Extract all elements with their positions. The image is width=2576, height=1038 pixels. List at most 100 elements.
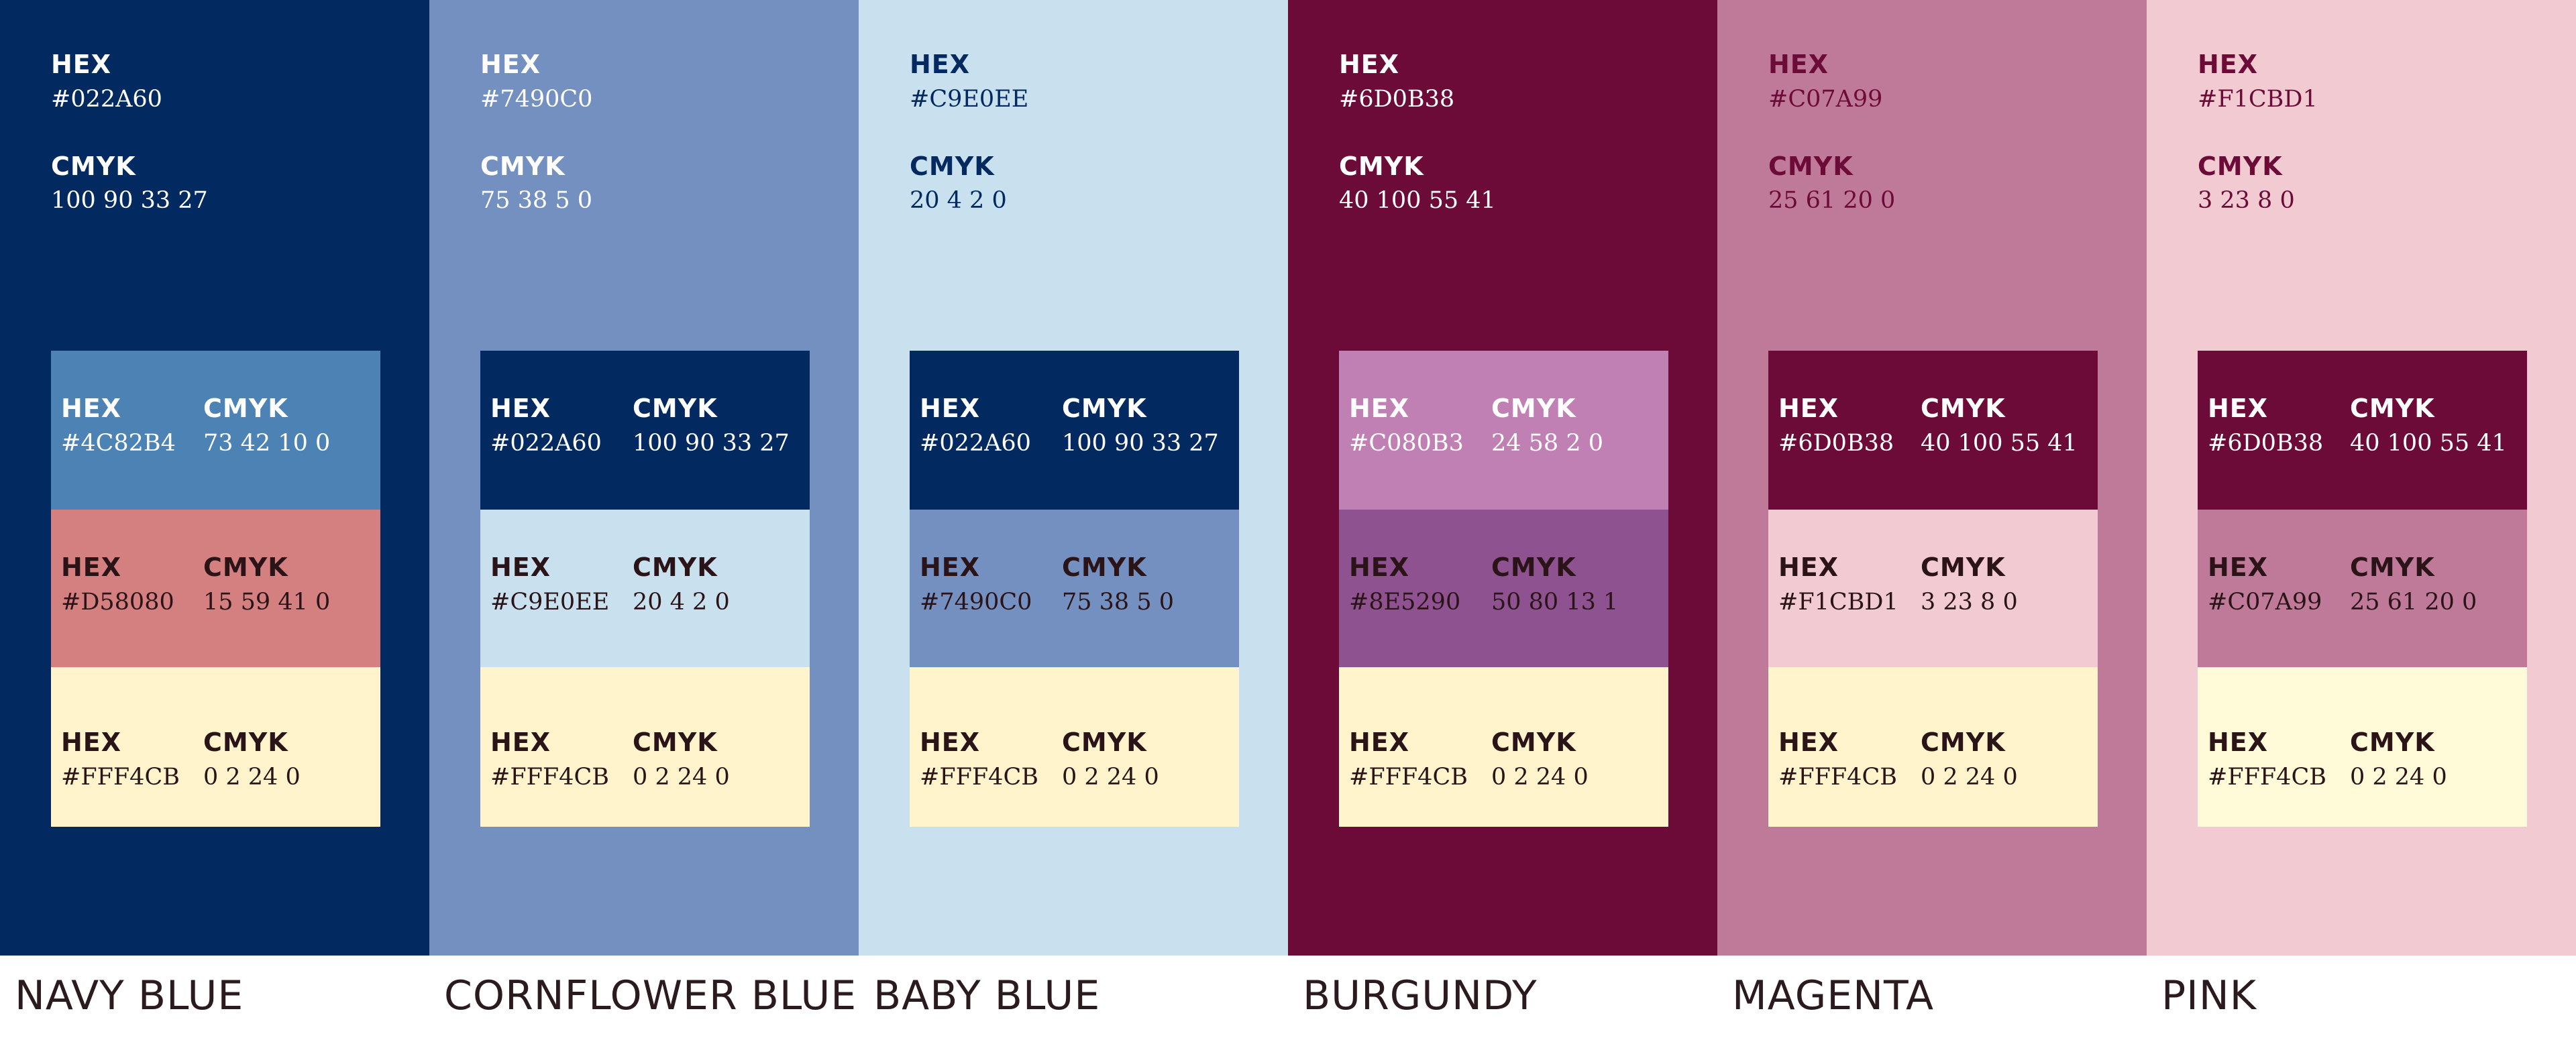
swatch-cmyk-label: CMYK: [203, 394, 288, 423]
swatch-hex-label: HEX: [920, 394, 981, 423]
swatch-hex-label: HEX: [1349, 553, 1410, 582]
swatch: HEX CMYK #FFF4CB 0 2 24 0: [1768, 667, 2098, 827]
swatch: HEX CMYK #C080B3 24 58 2 0: [1339, 351, 1668, 510]
hex-label: HEX: [1768, 50, 1829, 79]
swatch-card: HEX CMYK #022A60 100 90 33 27 HEX CMYK #…: [480, 351, 810, 827]
swatch-hex-value: #FFF4CB: [490, 764, 609, 791]
swatch-card: HEX CMYK #022A60 100 90 33 27 HEX CMYK #…: [910, 351, 1239, 827]
swatch-hex-value: #8E5290: [1349, 589, 1461, 616]
swatch-cmyk-value: 100 90 33 27: [633, 430, 790, 457]
color-name: MAGENTA: [1732, 972, 1935, 1019]
swatch-cmyk-value: 0 2 24 0: [1921, 764, 2018, 791]
swatch-hex-label: HEX: [1778, 728, 1839, 757]
hex-label: HEX: [480, 50, 541, 79]
hex-value: #6D0B38: [1339, 86, 1455, 113]
cmyk-label: CMYK: [480, 152, 566, 181]
swatch-cmyk-value: 50 80 13 1: [1491, 589, 1619, 616]
hex-value: #7490C0: [480, 86, 593, 113]
cmyk-value: 20 4 2 0: [910, 187, 1007, 214]
swatch-cmyk-value: 40 100 55 41: [1921, 430, 2078, 457]
swatch-hex-label: HEX: [1778, 394, 1839, 423]
cmyk-value: 100 90 33 27: [51, 187, 208, 214]
cmyk-value: 3 23 8 0: [2198, 187, 2295, 214]
swatch-card: HEX CMYK #4C82B4 73 42 10 0 HEX CMYK #D5…: [51, 351, 380, 827]
color-column-baby-blue: HEX #C9E0EE CMYK 20 4 2 0 HEX CMYK #022A…: [859, 0, 1288, 1038]
hex-value: #C9E0EE: [910, 86, 1029, 113]
cmyk-label: CMYK: [2198, 152, 2283, 181]
swatch-card: HEX CMYK #6D0B38 40 100 55 41 HEX CMYK #…: [1768, 351, 2098, 827]
swatch: HEX CMYK #4C82B4 73 42 10 0: [51, 351, 380, 510]
swatch-cmyk-value: 0 2 24 0: [1491, 764, 1589, 791]
swatch-hex-value: #FFF4CB: [920, 764, 1038, 791]
swatch-hex-label: HEX: [920, 728, 981, 757]
swatch-hex-label: HEX: [2208, 553, 2269, 582]
swatch-hex-label: HEX: [1349, 728, 1410, 757]
swatch-hex-value: #6D0B38: [1778, 430, 1894, 457]
swatch-hex-value: #4C82B4: [61, 430, 176, 457]
swatch-cmyk-label: CMYK: [1491, 394, 1576, 423]
cmyk-label: CMYK: [1768, 152, 1854, 181]
swatch-hex-value: #C07A99: [2208, 589, 2322, 616]
swatch-cmyk-label: CMYK: [1491, 553, 1576, 582]
swatch-card: HEX CMYK #C080B3 24 58 2 0 HEX CMYK #8E5…: [1339, 351, 1668, 827]
swatch-cmyk-label: CMYK: [2350, 394, 2435, 423]
swatch-cmyk-label: CMYK: [1062, 728, 1147, 757]
swatch-hex-label: HEX: [61, 728, 122, 757]
swatch-cmyk-value: 25 61 20 0: [2350, 589, 2477, 616]
cmyk-value: 75 38 5 0: [480, 187, 592, 214]
swatch-cmyk-label: CMYK: [203, 728, 288, 757]
swatch: HEX CMYK #FFF4CB 0 2 24 0: [2198, 667, 2527, 827]
swatch-hex-value: #FFF4CB: [61, 764, 180, 791]
swatch: HEX CMYK #7490C0 75 38 5 0: [910, 510, 1239, 667]
swatch-hex-label: HEX: [2208, 394, 2269, 423]
swatch-cmyk-label: CMYK: [1491, 728, 1576, 757]
swatch-hex-value: #FFF4CB: [2208, 764, 2326, 791]
color-name: CORNFLOWER BLUE: [444, 972, 857, 1019]
swatch: HEX CMYK #C9E0EE 20 4 2 0: [480, 510, 810, 667]
swatch-cmyk-value: 73 42 10 0: [203, 430, 331, 457]
swatch: HEX CMYK #022A60 100 90 33 27: [480, 351, 810, 510]
color-name: NAVY BLUE: [15, 972, 244, 1019]
swatch-cmyk-value: 0 2 24 0: [633, 764, 730, 791]
swatch: HEX CMYK #8E5290 50 80 13 1: [1339, 510, 1668, 667]
swatch: HEX CMYK #FFF4CB 0 2 24 0: [480, 667, 810, 827]
swatch-hex-label: HEX: [490, 553, 551, 582]
swatch: HEX CMYK #022A60 100 90 33 27: [910, 351, 1239, 510]
swatch-cmyk-value: 0 2 24 0: [2350, 764, 2447, 791]
swatch-cmyk-value: 0 2 24 0: [1062, 764, 1159, 791]
swatch-hex-label: HEX: [61, 553, 122, 582]
hex-label: HEX: [910, 50, 971, 79]
color-column-cornflower-blue: HEX #7490C0 CMYK 75 38 5 0 HEX CMYK #022…: [429, 0, 859, 1038]
swatch-hex-label: HEX: [2208, 728, 2269, 757]
color-column-navy-blue: HEX #022A60 CMYK 100 90 33 27 HEX CMYK #…: [0, 0, 429, 1038]
swatch-cmyk-value: 75 38 5 0: [1062, 589, 1174, 616]
hex-value: #022A60: [51, 86, 162, 113]
swatch-cmyk-value: 0 2 24 0: [203, 764, 301, 791]
swatch-cmyk-label: CMYK: [633, 728, 718, 757]
swatch-hex-value: #FFF4CB: [1778, 764, 1897, 791]
swatch-hex-value: #D58080: [61, 589, 174, 616]
swatch: HEX CMYK #D58080 15 59 41 0: [51, 510, 380, 667]
hex-label: HEX: [2198, 50, 2259, 79]
swatch-hex-label: HEX: [920, 553, 981, 582]
swatch-hex-value: #022A60: [490, 430, 602, 457]
swatch: HEX CMYK #6D0B38 40 100 55 41: [1768, 351, 2098, 510]
swatch-cmyk-label: CMYK: [203, 553, 288, 582]
hex-label: HEX: [1339, 50, 1400, 79]
swatch-cmyk-value: 3 23 8 0: [1921, 589, 2018, 616]
swatch: HEX CMYK #FFF4CB 0 2 24 0: [910, 667, 1239, 827]
color-name: BURGUNDY: [1303, 972, 1538, 1019]
swatch: HEX CMYK #C07A99 25 61 20 0: [2198, 510, 2527, 667]
swatch-hex-value: #C080B3: [1349, 430, 1464, 457]
swatch-hex-value: #F1CBD1: [1778, 589, 1898, 616]
swatch: HEX CMYK #F1CBD1 3 23 8 0: [1768, 510, 2098, 667]
swatch-hex-label: HEX: [1349, 394, 1410, 423]
swatch-hex-value: #022A60: [920, 430, 1031, 457]
swatch-card: HEX CMYK #6D0B38 40 100 55 41 HEX CMYK #…: [2198, 351, 2527, 827]
swatch: HEX CMYK #6D0B38 40 100 55 41: [2198, 351, 2527, 510]
swatch-hex-value: #FFF4CB: [1349, 764, 1468, 791]
cmyk-value: 40 100 55 41: [1339, 187, 1496, 214]
hex-label: HEX: [51, 50, 112, 79]
swatch-cmyk-label: CMYK: [633, 394, 718, 423]
